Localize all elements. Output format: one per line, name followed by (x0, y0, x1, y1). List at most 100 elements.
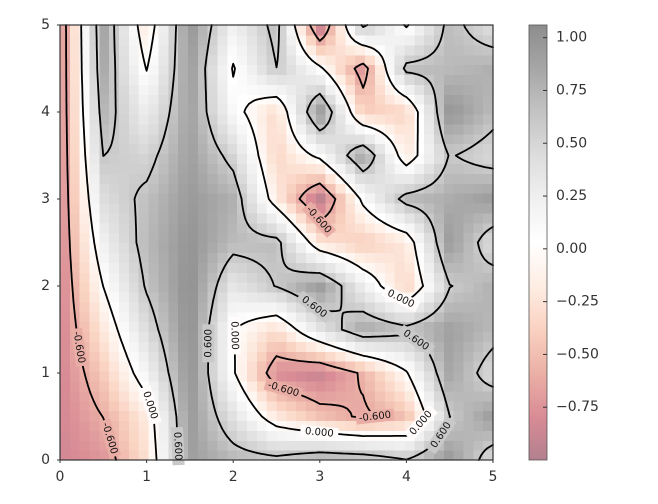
heat-cell (207, 143, 219, 155)
heat-cell (286, 25, 297, 36)
heat-cell (246, 84, 258, 95)
heat-cell (483, 232, 494, 244)
heat-cell (187, 232, 199, 244)
heat-cell (443, 341, 455, 352)
heat-cell (355, 123, 366, 135)
heat-cell (89, 440, 100, 451)
heat-cell (69, 94, 81, 105)
contour-label-bg (301, 201, 337, 238)
heat-cell (246, 133, 258, 145)
heat-cell (178, 163, 189, 174)
contour-label-bg (170, 426, 185, 466)
heat-cell (325, 311, 337, 323)
heat-cell (315, 321, 327, 333)
heat-cell (178, 291, 189, 303)
heat-cell (237, 143, 248, 155)
heat-cell (168, 282, 179, 293)
heat-cell (404, 212, 415, 224)
heat-cell (99, 311, 110, 323)
heat-cell (246, 183, 258, 194)
heat-cell (187, 153, 199, 165)
heat-cell (187, 450, 199, 461)
heat-cell (335, 420, 346, 431)
heat-cell (138, 183, 150, 194)
heat-cell (217, 282, 228, 293)
heat-cell (473, 272, 484, 283)
heat-cell (227, 202, 238, 214)
heat-cell (374, 242, 386, 253)
heat-cell (355, 104, 366, 115)
heat-cell (404, 153, 415, 165)
heat-cell (276, 113, 287, 125)
heat-cell (394, 74, 406, 85)
heat-cell (473, 133, 484, 145)
heat-cell (79, 380, 91, 392)
heat-cell (266, 25, 278, 36)
heat-cell (158, 380, 169, 392)
heat-cell (335, 440, 346, 451)
heat-cell (237, 282, 248, 293)
heat-cell (473, 34, 484, 46)
heat-cell (374, 104, 386, 115)
heat-cell (217, 34, 228, 46)
heat-cell (483, 74, 494, 85)
heat-cell (404, 282, 415, 293)
heat-cell (345, 390, 356, 402)
heat-cell (433, 54, 445, 66)
heat-cell (315, 400, 327, 412)
heat-cell (384, 420, 396, 431)
heat-cell (335, 143, 346, 155)
heat-cell (246, 420, 258, 431)
heat-cell (197, 400, 209, 412)
heat-cell (89, 282, 100, 293)
heat-cell (128, 321, 140, 333)
heat-cell (374, 44, 386, 56)
heat-cell (217, 341, 228, 352)
heat-cell (60, 321, 71, 333)
heat-cell (119, 282, 130, 293)
heat-cell (306, 341, 317, 352)
heat-cell (89, 173, 100, 184)
heat-cell (453, 94, 465, 105)
heat-cell (109, 202, 120, 214)
heat-cell (473, 351, 484, 362)
heat-cell (404, 44, 415, 56)
heat-cell (256, 104, 268, 115)
contour-label-bg (98, 418, 122, 459)
heat-cell (433, 133, 445, 145)
heat-cell (138, 400, 150, 412)
heat-cell (463, 242, 474, 253)
heat-cell (60, 262, 71, 273)
heat-cell (463, 420, 474, 431)
heat-cell (473, 390, 484, 402)
heat-cell (453, 44, 465, 56)
heat-cell (404, 450, 415, 461)
heat-cell (79, 104, 91, 115)
heat-cell (473, 113, 484, 125)
heat-cell (217, 74, 228, 85)
heat-cell (433, 390, 445, 402)
heat-cell (453, 242, 465, 253)
heat-cell (355, 113, 366, 125)
heat-cell (138, 371, 150, 382)
heat-cell (99, 104, 110, 115)
heat-cell (128, 84, 140, 95)
heat-cell (394, 54, 406, 66)
heat-cell (187, 420, 199, 431)
heat-cell (79, 54, 91, 66)
heat-cell (286, 400, 297, 412)
heat-cell (178, 104, 189, 115)
heat-cell (325, 351, 337, 362)
heat-cell (128, 371, 140, 382)
heat-cell (424, 222, 435, 234)
heat-cell (384, 341, 396, 352)
heat-cell (306, 331, 317, 342)
heat-cell (296, 282, 307, 293)
heat-cell (60, 94, 71, 105)
heat-cell (394, 410, 406, 422)
heat-cell (463, 272, 474, 283)
heat-cell (178, 321, 189, 333)
heat-cell (315, 133, 327, 145)
heat-cell (246, 212, 258, 224)
heat-cell (463, 113, 474, 125)
